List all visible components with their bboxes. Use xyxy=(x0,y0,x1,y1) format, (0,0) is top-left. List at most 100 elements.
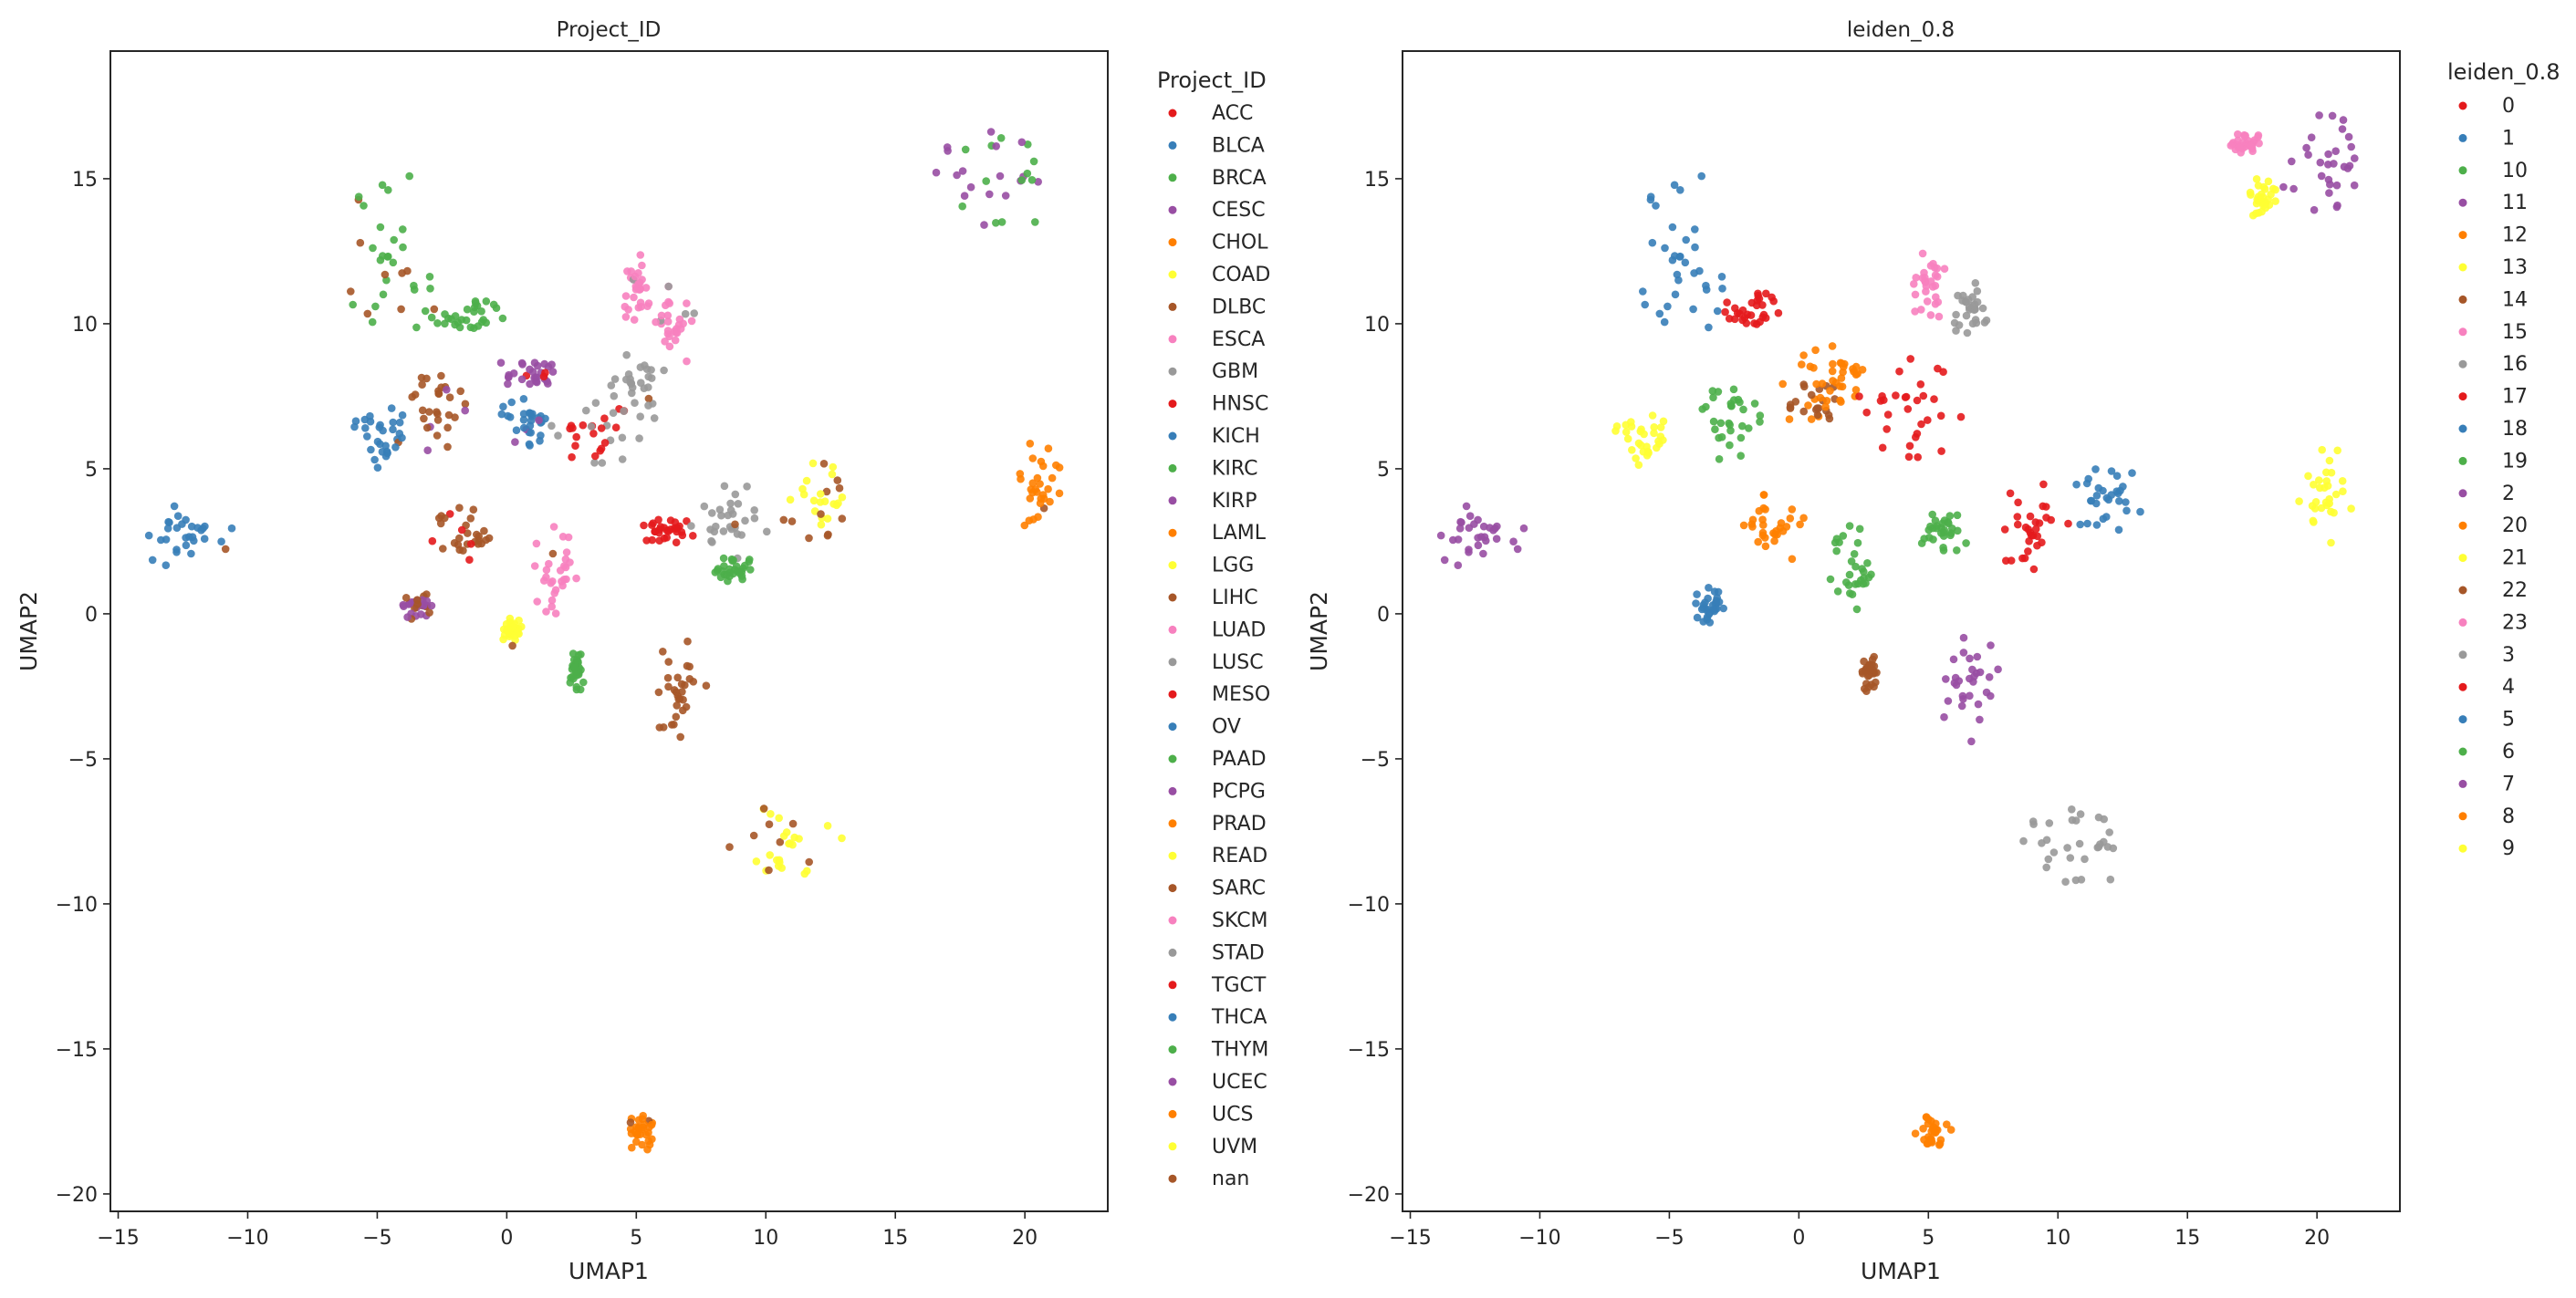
scatter-point xyxy=(600,439,610,447)
scatter-point xyxy=(1697,171,1705,181)
scatter-point xyxy=(462,316,471,325)
scatter-point xyxy=(439,545,447,553)
scatter-point xyxy=(2044,855,2053,864)
scatter-point xyxy=(729,556,737,565)
scatter-point xyxy=(2072,480,2081,489)
scatter-point xyxy=(779,515,788,524)
scatter-point xyxy=(1745,424,1753,432)
scatter-point xyxy=(1813,404,1821,412)
scatter-point xyxy=(397,305,405,314)
legend-marker xyxy=(1168,1109,1177,1118)
scatter-point xyxy=(1702,402,1710,411)
scatter-point xyxy=(767,810,775,818)
scatter-point xyxy=(517,358,527,368)
cluster-10 xyxy=(652,282,698,366)
scatter-point xyxy=(1850,368,1858,376)
scatter-point xyxy=(765,820,774,828)
scatter-point xyxy=(1962,539,1970,547)
scatter-point xyxy=(413,600,422,608)
scatter-point xyxy=(1913,430,1922,438)
scatter-point xyxy=(2063,844,2071,852)
scatter-point xyxy=(1436,531,1445,540)
legend-entry-label: 20 xyxy=(2502,514,2528,537)
scatter-point xyxy=(417,373,426,382)
scatter-point xyxy=(1956,412,1966,421)
scatter-point xyxy=(2104,495,2113,504)
scatter-point xyxy=(2324,150,2332,159)
scatter-point xyxy=(1715,433,1723,442)
scatter-point xyxy=(1641,300,1649,309)
scatter-point xyxy=(1632,454,1640,462)
scatter-point xyxy=(765,866,773,875)
scatter-point xyxy=(1853,538,1862,547)
legend-entry-label: SKCM xyxy=(1212,909,1268,932)
legend-marker xyxy=(2458,682,2467,691)
y-tick-label: 15 xyxy=(1364,169,1390,192)
scatter-point xyxy=(1643,442,1651,452)
y-tick-label: −20 xyxy=(1348,1184,1390,1207)
cluster-9 xyxy=(1950,279,1991,337)
scatter-point xyxy=(400,602,408,610)
legend-entry-label: UCS xyxy=(1212,1103,1253,1126)
scatter-point xyxy=(551,586,560,595)
scatter-point xyxy=(568,649,578,658)
scatter-point xyxy=(953,171,961,180)
scatter-point xyxy=(451,413,459,421)
legend-entry-label: 12 xyxy=(2502,224,2528,247)
scatter-point xyxy=(1756,411,1765,420)
scatter-point xyxy=(1972,318,1981,327)
scatter-point xyxy=(2317,171,2326,181)
scatter-point xyxy=(526,365,534,374)
scatter-point xyxy=(2106,875,2115,884)
scatter-point xyxy=(1816,393,1825,402)
scatter-point xyxy=(1650,429,1658,438)
scatter-point xyxy=(1791,398,1800,406)
legend-marker xyxy=(2458,101,2467,110)
scatter-point xyxy=(1454,561,1463,569)
scatter-point xyxy=(428,536,437,545)
scatter-point xyxy=(1034,178,1042,186)
scatter-point xyxy=(1846,589,1854,597)
scatter-point xyxy=(1786,403,1795,411)
scatter-point xyxy=(1829,377,1837,385)
scatter-point xyxy=(2061,877,2070,886)
scatter-point xyxy=(1699,618,1707,626)
scatter-point xyxy=(645,1140,654,1149)
legend-entry-label: KICH xyxy=(1212,425,1260,448)
scatter-point xyxy=(1928,510,1936,519)
scatter-point xyxy=(354,192,363,201)
scatter-panel-leiden: leiden_0.8 −15 −10 −5 0 5 10 15 20 −20−15−10−50… xyxy=(1306,18,2560,1284)
scatter-point xyxy=(1926,311,1935,319)
scatter-point xyxy=(421,306,430,316)
scatter-point xyxy=(378,181,387,190)
scatter-point xyxy=(1719,604,1727,613)
scatter-point xyxy=(1963,328,1972,337)
cluster-24 xyxy=(626,1111,656,1154)
scatter-point xyxy=(631,272,640,281)
scatter-point xyxy=(2327,468,2336,477)
scatter-point xyxy=(436,519,445,528)
scatter-point xyxy=(664,682,673,691)
legend-entry-label: LGG xyxy=(1212,555,1254,577)
scatter-point xyxy=(444,410,454,420)
scatter-point xyxy=(456,387,465,396)
scatter-point xyxy=(635,434,643,442)
scatter-point xyxy=(535,416,543,425)
x-tick-label: 0 xyxy=(1792,1227,1805,1250)
scatter-point xyxy=(542,607,550,616)
scatter-point xyxy=(665,332,673,341)
scatter-point xyxy=(381,441,390,451)
scatter-point xyxy=(1851,386,1861,394)
scatter-point xyxy=(722,570,731,579)
legend-marker xyxy=(2458,359,2467,369)
scatter-point xyxy=(2082,479,2091,488)
scatter-point xyxy=(677,680,686,689)
legend-entry-label: 21 xyxy=(2502,547,2528,570)
legend-marker xyxy=(1168,400,1177,409)
scatter-point xyxy=(820,497,829,505)
scatter-point xyxy=(1966,654,1974,663)
scatter-point xyxy=(2338,477,2347,485)
scatter-point xyxy=(182,534,190,542)
scatter-point xyxy=(1905,441,1914,451)
scatter-point xyxy=(1959,633,1968,642)
